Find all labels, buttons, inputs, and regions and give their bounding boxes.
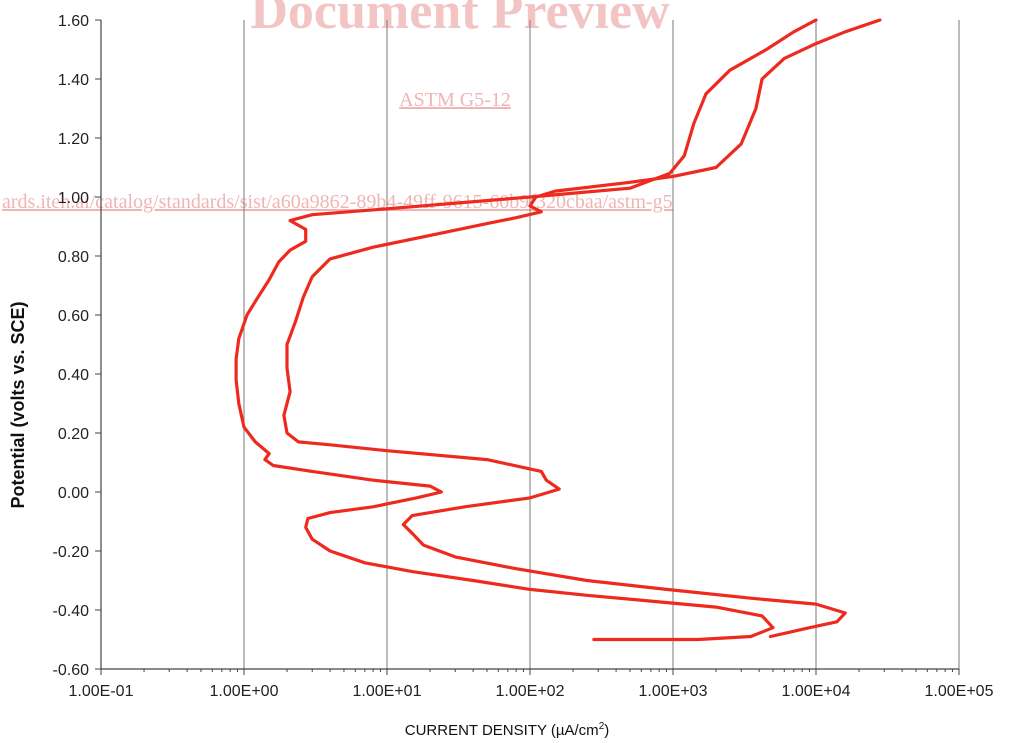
y-tick-label: 1.40	[58, 72, 89, 89]
y-tick-label: 0.20	[58, 426, 89, 443]
series-line-2	[282, 18, 882, 639]
watermark-standard: ASTM G5-12	[399, 89, 511, 111]
series-layer	[234, 18, 882, 642]
y-tick-labels: -0.60 -0.40 -0.20 0.00 0.20 0.40 0.60 0.80 1.00 1…	[53, 13, 90, 679]
y-tick-label: -0.40	[53, 603, 90, 620]
watermark: Document Preview ASTM G5-12 ards.iteh.ai…	[2, 0, 673, 213]
x-axis-title-superscript: 2	[599, 721, 605, 732]
y-tick-label: 0.00	[58, 485, 89, 502]
series-line-1	[234, 18, 818, 642]
x-tick-label: 1.00E+03	[639, 683, 708, 700]
y-tick-label: 0.40	[58, 367, 89, 384]
x-tick-label: 1.00E+04	[782, 683, 851, 700]
x-axis-title-text: CURRENT DENSITY (µA/cm	[405, 722, 599, 739]
y-tick-label: -0.60	[53, 662, 90, 679]
y-tick-label: 1.20	[58, 131, 89, 148]
y-axis-title: Potential (volts vs. SCE)	[8, 301, 28, 508]
y-tick-label: -0.20	[53, 544, 90, 561]
watermark-url: ards.iteh.ai/catalog/standards/sist/a60a…	[2, 191, 673, 213]
x-tick-label: 1.00E+01	[353, 683, 422, 700]
watermark-title: Document Preview	[250, 0, 670, 40]
x-tick-label: 1.00E+00	[210, 683, 279, 700]
x-tick-label: 1.00E-01	[69, 683, 134, 700]
y-tick-label: 1.00	[58, 190, 89, 207]
gridlines	[243, 20, 960, 669]
x-tick-label: 1.00E+05	[925, 683, 994, 700]
axes	[95, 19, 960, 675]
y-tick-label: 0.60	[58, 308, 89, 325]
x-tick-label: 1.00E+02	[496, 683, 565, 700]
y-tick-label: 0.80	[58, 249, 89, 266]
y-tick-label: 1.60	[58, 13, 89, 30]
x-axis-title: CURRENT DENSITY (µA/cm2)	[405, 721, 610, 739]
x-tick-labels: 1.00E-01 1.00E+00 1.00E+01 1.00E+02 1.00E+03…	[69, 683, 994, 700]
x-axis-title-close: )	[604, 722, 609, 739]
